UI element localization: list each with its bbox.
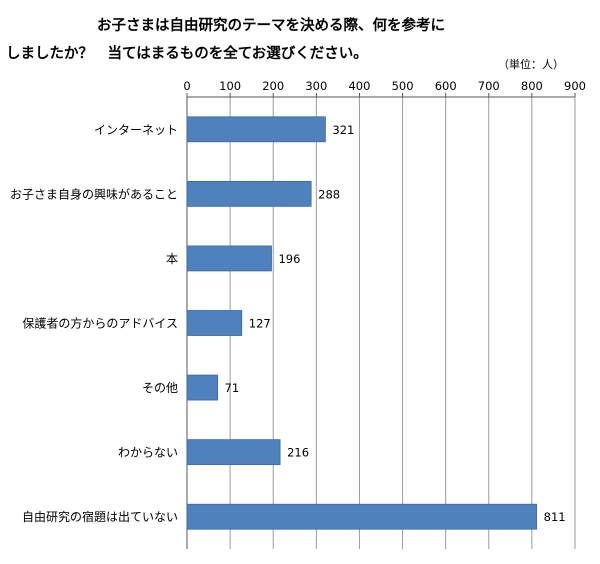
bar-value-label: 127: [249, 317, 271, 331]
bar: [186, 374, 219, 401]
category-label: 自由研究の宿題は出ていない: [22, 509, 178, 524]
bar: [186, 310, 243, 336]
category-label: お子さま自身の興味があること: [10, 186, 178, 201]
bar: [186, 245, 272, 272]
bar-value-label: 196: [278, 252, 300, 266]
category-label: その他: [142, 381, 178, 395]
x-tick-label: 0: [183, 79, 190, 93]
x-tick-label: 400: [348, 79, 370, 93]
x-tick-label: 900: [564, 79, 586, 93]
bar-value-label: 288: [318, 187, 340, 201]
category-label: インターネット: [94, 123, 178, 137]
chart-title-line-2: しましたか？ 当てはまるものを全てお選びください。: [6, 46, 368, 62]
bar-value-label: 811: [544, 510, 566, 524]
x-tick-label: 500: [392, 79, 414, 93]
bar: [186, 503, 538, 530]
bar: [186, 439, 281, 466]
x-tick-label: 100: [219, 79, 241, 93]
category-label: わからない: [118, 446, 178, 460]
chart-title-line-1: お子さまは自由研究のテーマを決める際、何を参考に: [97, 18, 445, 34]
x-tick-label: 800: [521, 79, 543, 93]
bar-value-label: 321: [332, 123, 354, 137]
category-label: 保護者の方からのアドバイス: [22, 316, 178, 331]
x-tick-label: 600: [435, 79, 457, 93]
x-tick-label: 700: [478, 79, 500, 93]
bar: [186, 180, 312, 207]
unit-label: （単位：人）: [498, 58, 564, 71]
bar: [186, 116, 326, 143]
bar-value-label: 216: [287, 446, 309, 460]
x-tick-label: 200: [262, 79, 284, 93]
x-tick-label: 300: [305, 79, 327, 93]
category-label: 本: [166, 252, 178, 266]
bar-value-label: 71: [225, 381, 240, 395]
